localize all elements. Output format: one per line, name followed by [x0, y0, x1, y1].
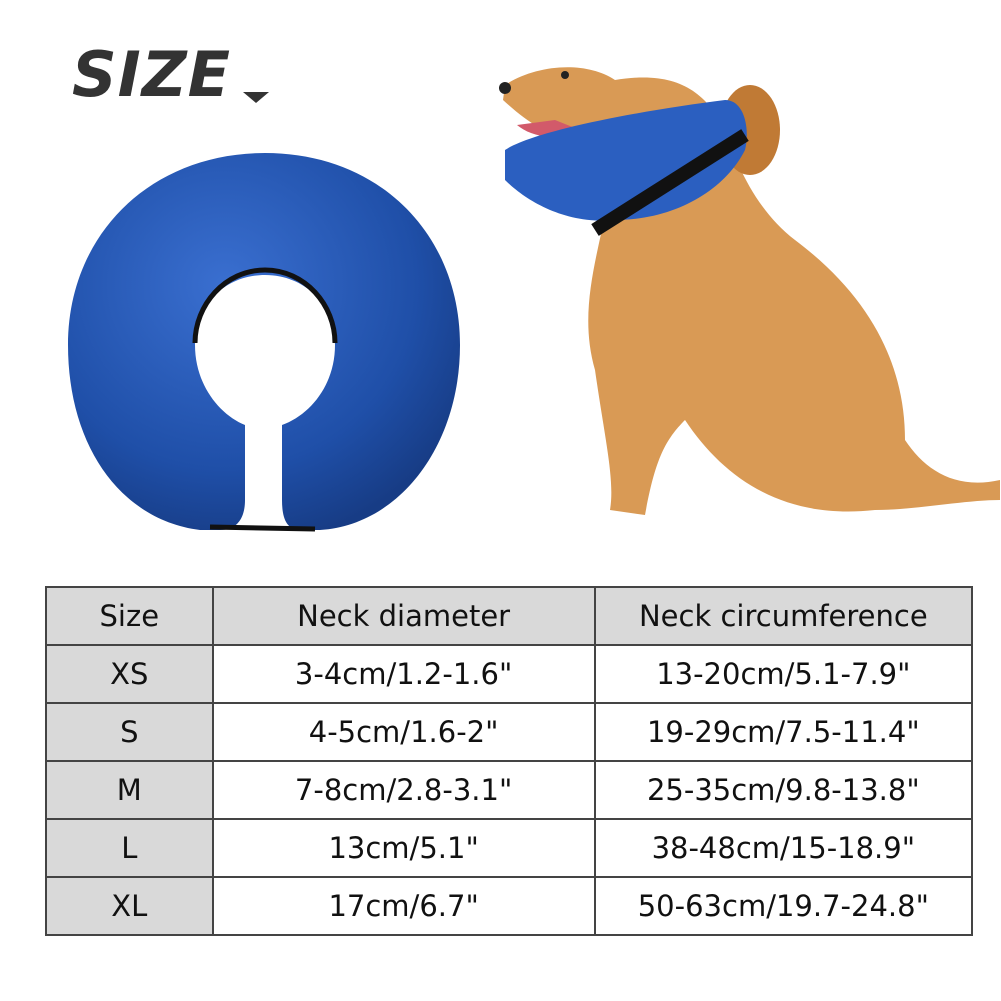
neck-diameter-cell: 4-5cm/1.6-2": [211, 702, 596, 762]
header-neck-diameter: Neck diameter: [211, 586, 596, 646]
size-cell: S: [45, 702, 214, 762]
header-size: Size: [45, 586, 214, 646]
inflatable-collar-image: [68, 153, 460, 532]
dog-wearing-collar-image: [499, 67, 1000, 515]
size-cell: L: [45, 818, 214, 878]
neck-diameter-cell: 3-4cm/1.2-1.6": [211, 644, 596, 704]
size-chart-table: Size Neck diameter Neck circumference XS…: [45, 586, 974, 936]
neck-circumference-cell: 13-20cm/5.1-7.9": [593, 644, 974, 704]
table-row: L 13cm/5.1" 38-48cm/15-18.9": [45, 818, 974, 878]
size-cell: XL: [45, 876, 214, 936]
table-header-row: Size Neck diameter Neck circumference: [45, 586, 974, 646]
caret-down-icon: [243, 92, 269, 103]
size-heading: SIZE: [72, 38, 232, 111]
neck-diameter-cell: 7-8cm/2.8-3.1": [211, 760, 596, 820]
table-row: XL 17cm/6.7" 50-63cm/19.7-24.8": [45, 876, 974, 936]
table-row: S 4-5cm/1.6-2" 19-29cm/7.5-11.4": [45, 702, 974, 762]
size-cell: XS: [45, 644, 214, 704]
neck-circumference-cell: 38-48cm/15-18.9": [593, 818, 974, 878]
neck-circumference-cell: 25-35cm/9.8-13.8": [593, 760, 974, 820]
neck-circumference-cell: 19-29cm/7.5-11.4": [593, 702, 974, 762]
size-cell: M: [45, 760, 214, 820]
table-row: M 7-8cm/2.8-3.1" 25-35cm/9.8-13.8": [45, 760, 974, 820]
neck-circumference-cell: 50-63cm/19.7-24.8": [593, 876, 974, 936]
neck-diameter-cell: 13cm/5.1": [211, 818, 596, 878]
header-neck-circumference: Neck circumference: [593, 586, 974, 646]
table-row: XS 3-4cm/1.2-1.6" 13-20cm/5.1-7.9": [45, 644, 974, 704]
neck-diameter-cell: 17cm/6.7": [211, 876, 596, 936]
